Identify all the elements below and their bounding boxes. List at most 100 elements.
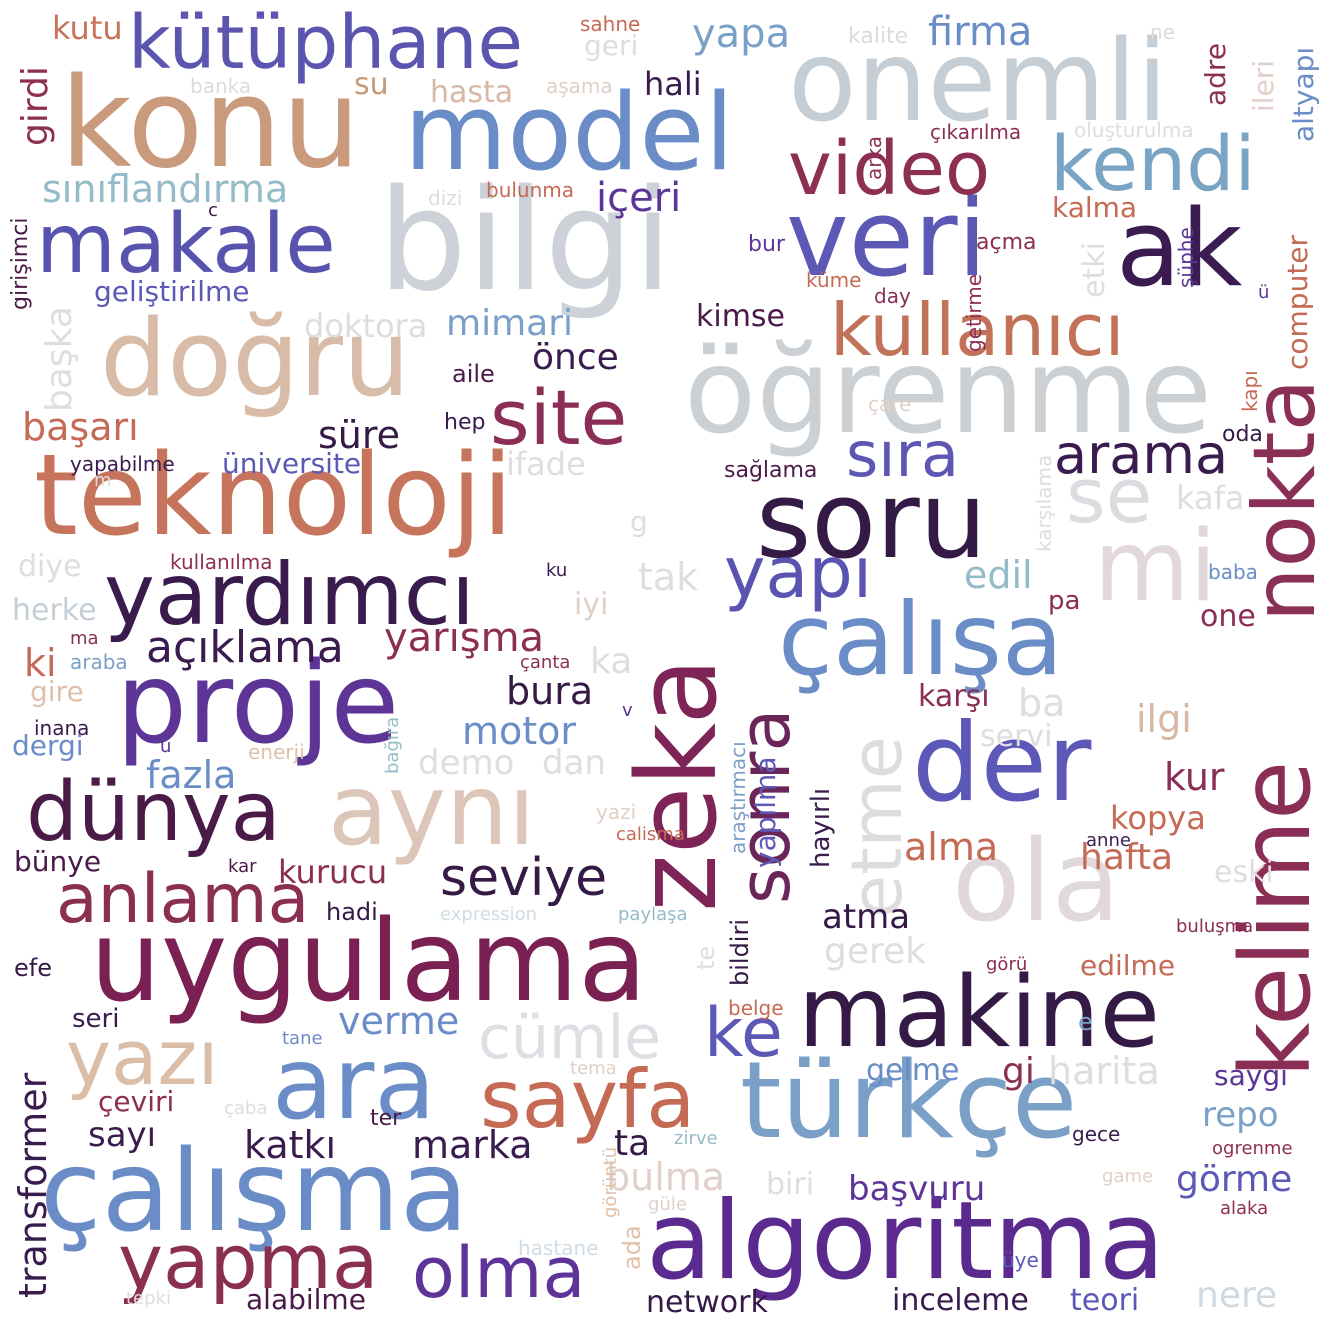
word: transformer: [11, 1072, 55, 1298]
word: başvuru: [848, 1169, 986, 1209]
word: konu: [60, 52, 361, 196]
word: olma: [412, 1232, 586, 1314]
word: getirme: [962, 273, 986, 352]
word: yapma: [118, 1217, 379, 1306]
word: seri: [72, 1004, 120, 1034]
word: başka: [39, 306, 80, 412]
word: gelme: [866, 1053, 960, 1088]
word: cümle: [478, 1003, 662, 1073]
word: network: [646, 1285, 768, 1320]
word: se: [1066, 451, 1153, 540]
word: görü: [986, 954, 1028, 975]
word: teknoloji: [34, 431, 514, 561]
word: önce: [532, 337, 619, 378]
word: buluşma: [1176, 916, 1254, 937]
word: kafa: [1176, 479, 1245, 517]
word: proje: [116, 639, 400, 769]
word: altyapı: [1287, 46, 1320, 142]
word: kur: [1164, 755, 1225, 799]
word: zeka: [613, 657, 741, 912]
word: aile: [452, 360, 495, 388]
word: bura: [506, 669, 594, 713]
word: başarı: [22, 405, 139, 449]
word: makine: [798, 956, 1160, 1070]
word: gi: [1002, 1051, 1035, 1092]
word: biri: [766, 1167, 815, 1202]
word: hali: [644, 65, 702, 103]
word: girdi: [15, 66, 56, 146]
word: ter: [370, 1106, 402, 1131]
word: yapılma: [749, 756, 782, 869]
word: makale: [36, 197, 336, 292]
word: harita: [1048, 1049, 1160, 1093]
word: seviye: [440, 848, 608, 908]
word: ka: [590, 641, 633, 682]
word: dan: [542, 743, 606, 783]
word: etki: [1077, 242, 1112, 298]
word: bildiri: [726, 918, 754, 986]
word: yapı: [724, 532, 873, 614]
word: zirve: [674, 1128, 718, 1149]
word: açma: [976, 230, 1037, 255]
word: site: [490, 373, 628, 462]
word: yarışma: [384, 615, 545, 661]
word: kalma: [1052, 191, 1138, 224]
word: çaba: [224, 1098, 268, 1119]
word: ak: [1116, 187, 1243, 310]
word: bulunma: [486, 178, 575, 202]
word: e: [1078, 1008, 1093, 1036]
word: belge: [728, 996, 784, 1020]
word: te: [692, 945, 720, 970]
word: aşama: [546, 74, 613, 98]
word: küme: [806, 268, 862, 292]
word: bağıra: [382, 716, 403, 774]
word: karşılama: [1032, 454, 1056, 552]
word: calisma: [616, 824, 685, 845]
word: inceleme: [892, 1283, 1029, 1318]
word: kütüphane: [128, 0, 524, 86]
word: paylaşa: [618, 904, 688, 925]
word: nere: [1196, 1275, 1278, 1316]
word: bilgi: [378, 160, 673, 323]
word: tane: [282, 1028, 323, 1049]
word: computer: [1281, 234, 1314, 370]
word: süre: [318, 413, 401, 457]
word: hayırlı: [806, 787, 836, 868]
word: görme: [1176, 1159, 1293, 1200]
word: sınıflandırma: [42, 167, 289, 211]
word: alaka: [1220, 1198, 1269, 1219]
word: geri: [584, 29, 639, 62]
word: demo: [418, 743, 515, 783]
word: day: [874, 284, 911, 308]
word: çeviri: [98, 1085, 175, 1118]
word: veri: [786, 177, 987, 300]
word: yardımcı: [104, 545, 475, 645]
word: arka: [862, 136, 886, 180]
word: su: [354, 67, 389, 102]
word: ilgi: [1136, 697, 1192, 741]
word: ogrenme: [1212, 1138, 1293, 1159]
word: geliştirilme: [94, 275, 250, 308]
word: edilme: [1080, 949, 1176, 982]
word: yazi: [596, 800, 637, 824]
word: çalışa: [778, 581, 1064, 698]
word: tak: [638, 555, 699, 599]
word: saygı: [1214, 1059, 1288, 1092]
word: mi: [1094, 510, 1217, 624]
word: eski: [1214, 855, 1274, 890]
word: bünye: [14, 845, 102, 878]
word: marka: [412, 1123, 533, 1167]
word: g: [630, 505, 648, 538]
word: fazla: [146, 753, 237, 797]
word: sıra: [846, 418, 960, 491]
word: inana: [34, 716, 90, 740]
word: doktora: [304, 307, 428, 345]
word: dünya: [26, 765, 281, 860]
word: ki: [24, 641, 57, 685]
word: kalite: [848, 24, 909, 49]
word: aynı: [328, 754, 536, 868]
word: teori: [1070, 1283, 1140, 1318]
word: pa: [1048, 586, 1081, 616]
word: ileri: [1247, 59, 1280, 112]
